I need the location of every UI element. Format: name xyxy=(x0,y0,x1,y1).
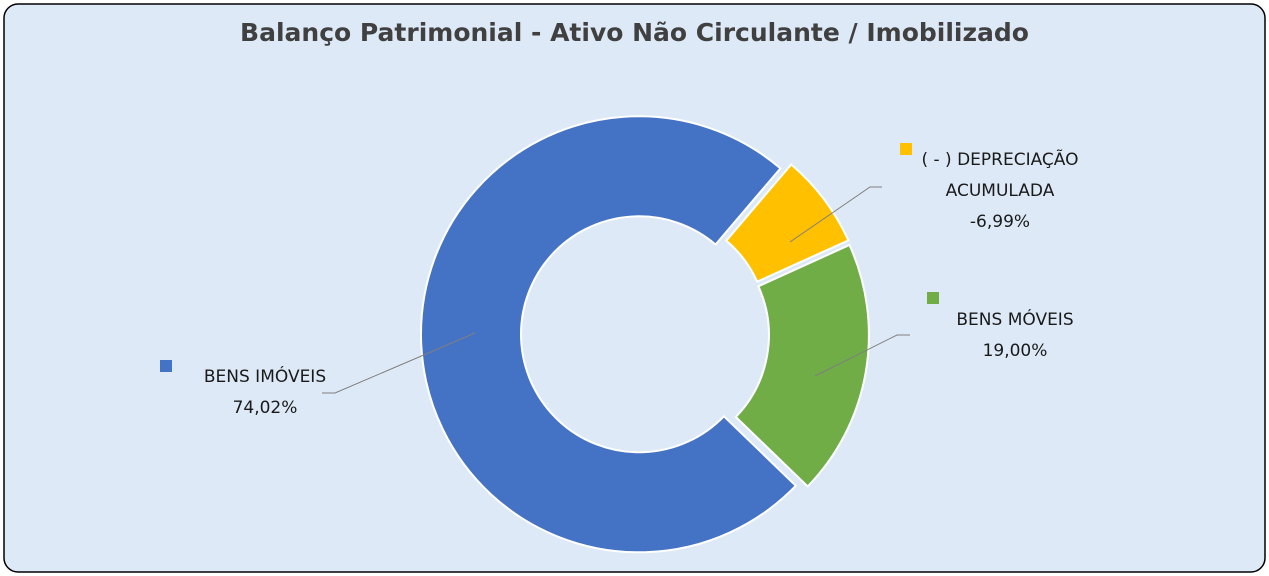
leader-line xyxy=(789,186,882,243)
legend-key xyxy=(900,143,912,155)
donut-slice xyxy=(420,115,798,554)
data-label: ( - ) DEPRECIAÇÃO ACUMULADA -6,99% xyxy=(890,145,1110,238)
chart-frame xyxy=(3,3,1266,573)
leader-line xyxy=(814,334,910,377)
value-label: 74,02% xyxy=(232,398,298,418)
category-label: ( - ) DEPRECIAÇÃO ACUMULADA xyxy=(921,150,1079,201)
chart-title: Balanço Patrimonial - Ativo Não Circulan… xyxy=(240,18,1029,47)
donut-slice xyxy=(734,243,870,488)
category-label: BENS MÓVEIS xyxy=(956,310,1074,330)
donut-slice xyxy=(724,163,850,283)
legend-key xyxy=(160,360,172,372)
value-label: -6,99% xyxy=(969,212,1031,232)
legend-key xyxy=(927,292,939,304)
data-label: BENS IMÓVEIS 74,02% xyxy=(185,362,345,424)
value-label: 19,00% xyxy=(982,341,1048,361)
leader-line xyxy=(322,332,476,394)
category-label: BENS IMÓVEIS xyxy=(203,367,327,387)
data-label: BENS MÓVEIS 19,00% xyxy=(925,305,1105,367)
